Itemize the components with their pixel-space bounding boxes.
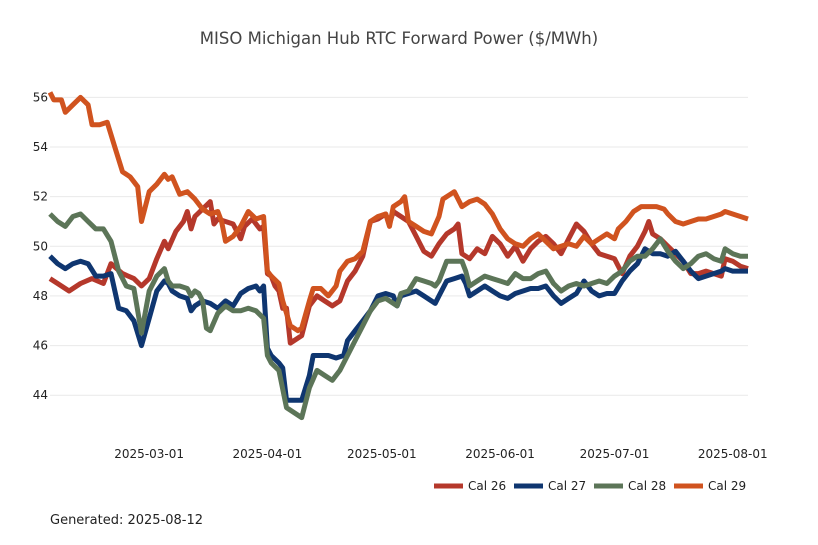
x-tick-label: 2025-04-01: [233, 447, 303, 461]
y-tick-label: 52: [33, 190, 48, 204]
series-line-cal-29: [47, 91, 749, 334]
x-axis-ticks: 2025-03-01 2025-04-01 2025-05-01 2025-06-01…: [114, 447, 767, 461]
y-tick-label: 46: [33, 339, 48, 353]
legend-label: Cal 29: [708, 479, 746, 493]
y-tick-label: 48: [33, 289, 48, 303]
x-tick-label: 2025-03-01: [114, 447, 184, 461]
y-tick-label: 44: [33, 388, 48, 402]
chart-title: MISO Michigan Hub RTC Forward Power ($/M…: [200, 29, 598, 48]
series-line-cal-27: [48, 246, 748, 403]
series-line-cal-28: [48, 211, 748, 421]
y-tick-label: 50: [33, 239, 48, 253]
legend: Cal 26 Cal 27 Cal 28 Cal 29: [434, 479, 746, 493]
legend-label: Cal 28: [628, 479, 666, 493]
x-tick-label: 2025-05-01: [347, 447, 417, 461]
x-tick-label: 2025-06-01: [465, 447, 535, 461]
legend-label: Cal 27: [548, 479, 586, 493]
y-axis-ticks: 44 46 48 50 52 54 56: [33, 90, 48, 402]
y-tick-label: 56: [33, 90, 48, 104]
grid: [50, 96, 748, 396]
y-tick-label: 54: [33, 140, 48, 154]
series-lines: [47, 91, 749, 421]
series-line-cal-26: [48, 199, 749, 346]
legend-label: Cal 26: [468, 479, 506, 493]
generated-note: Generated: 2025-08-12: [50, 513, 204, 528]
chart: MISO Michigan Hub RTC Forward Power ($/M…: [33, 29, 768, 493]
x-tick-label: 2025-08-01: [698, 447, 768, 461]
x-tick-label: 2025-07-01: [580, 447, 650, 461]
